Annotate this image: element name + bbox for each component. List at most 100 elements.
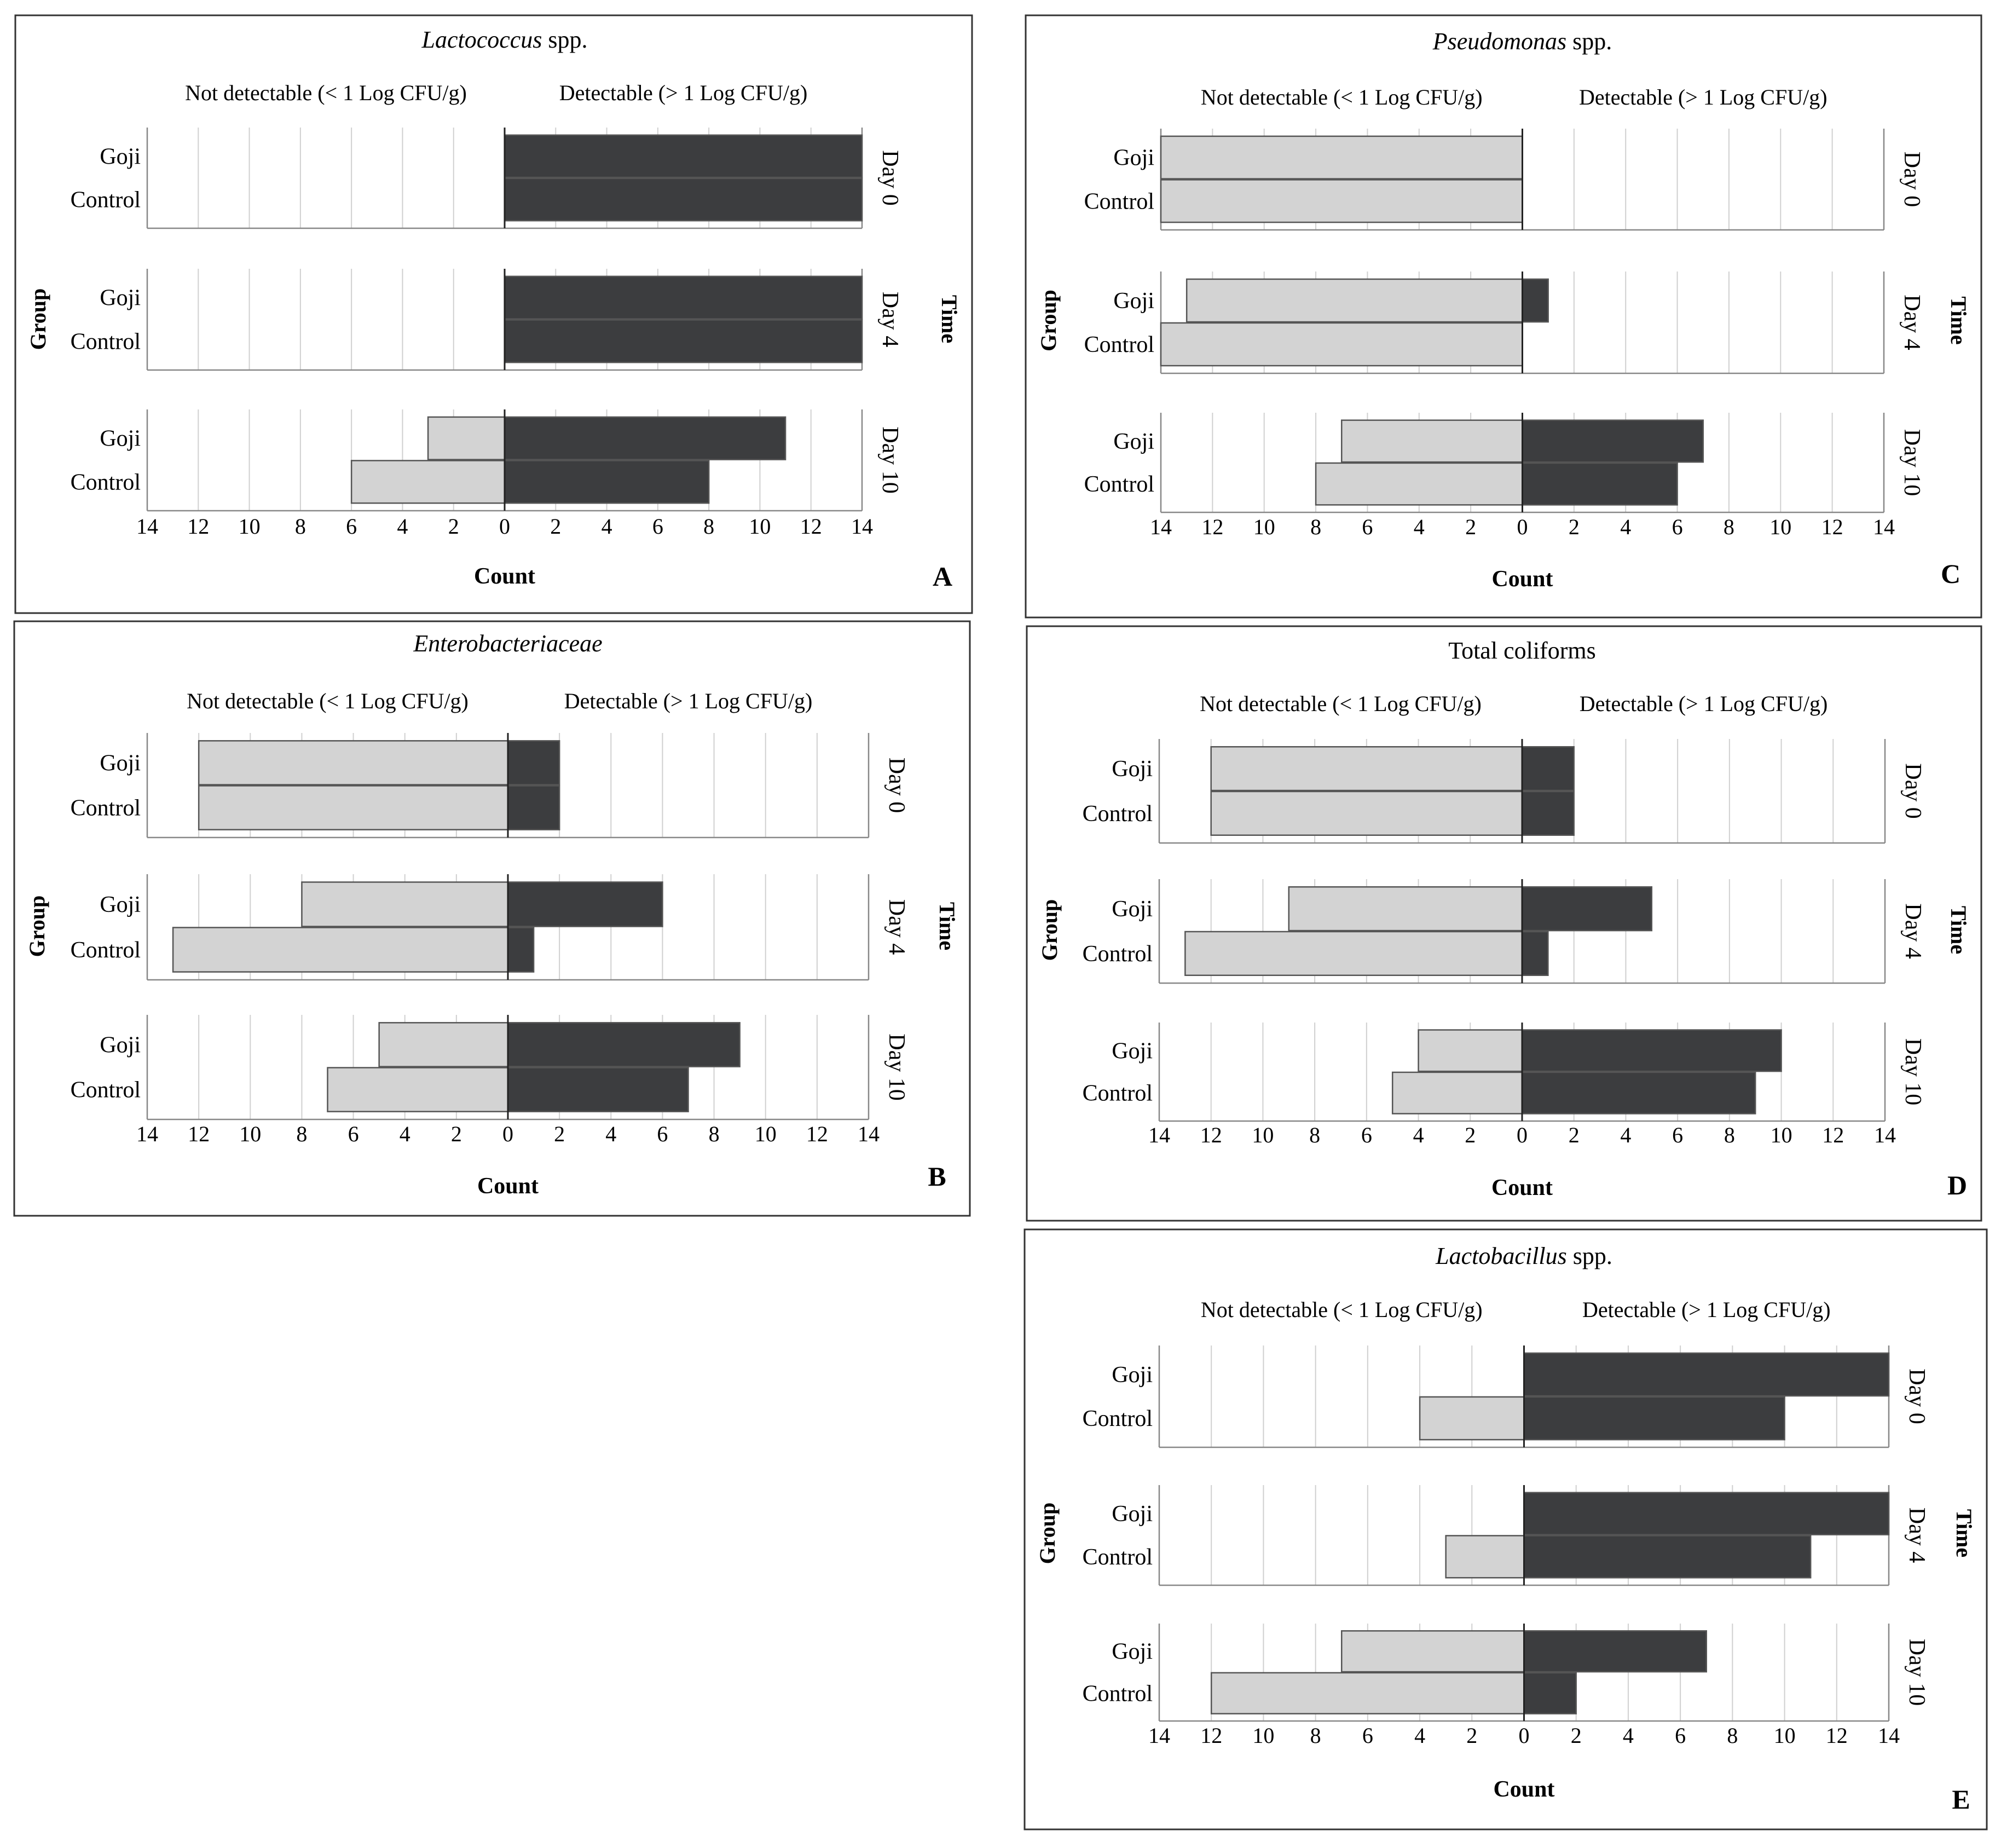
group-label: Control — [71, 938, 141, 963]
tick-label: 4 — [605, 1122, 616, 1146]
bar-not-detectable-goji — [1288, 886, 1523, 932]
tick-label: 4 — [1620, 1123, 1631, 1147]
tick-label: 10 — [1774, 1723, 1796, 1748]
tick-label: 6 — [348, 1122, 359, 1146]
tick-label: 12 — [1201, 515, 1223, 539]
group-label: Goji — [1113, 288, 1154, 314]
tick-label: 2 — [451, 1122, 462, 1146]
tick-label: 8 — [1310, 515, 1321, 539]
tick-label: 12 — [187, 514, 209, 539]
panel-letter: A — [933, 561, 952, 592]
facet-day-label: Day 10 — [1904, 1639, 1929, 1706]
bar-detectable-control — [507, 927, 535, 973]
group-label: Goji — [100, 286, 141, 311]
tick-label: 10 — [1253, 515, 1275, 539]
facet-day-label: Day 10 — [1900, 1038, 1925, 1105]
tick-label: 10 — [1252, 1123, 1274, 1147]
group-label: Goji — [1112, 1362, 1153, 1388]
tick-label: 10 — [1252, 1723, 1274, 1748]
bar-detectable-goji — [1522, 419, 1704, 463]
tick-label: 12 — [188, 1122, 210, 1146]
bar-detectable-goji — [1523, 1630, 1707, 1673]
tick-label: 4 — [1413, 1123, 1424, 1147]
tick-label: 14 — [1150, 515, 1172, 539]
bar-detectable-goji — [507, 881, 663, 927]
facet-1: Goji Control Day 4 — [1083, 1485, 1929, 1586]
tick-label: 2 — [1466, 1723, 1477, 1748]
bar-not-detectable-control — [1419, 1396, 1525, 1441]
chart-title-suffix: spp. — [542, 26, 587, 53]
bar-detectable-control — [1523, 1672, 1577, 1714]
bar-detectable-control — [507, 785, 560, 830]
legend-not-detectable: Not detectable (< 1 Log CFU/g) — [1200, 691, 1482, 716]
facet-2: Goji Control Day 10 — [1083, 1624, 1929, 1722]
facet-1: Goji Control Day 4 — [1083, 879, 1925, 984]
facet-day-label: Day 0 — [1900, 763, 1925, 818]
panel-letter: C — [1941, 558, 1960, 589]
chart-title-main: Enterobacteriaceae — [413, 630, 602, 657]
facet-axis-title: Time — [1946, 296, 1971, 344]
panel-e: Lactobacillus spp. Not detectable (< 1 Lo… — [1023, 1228, 1988, 1830]
group-label: Goji — [100, 144, 141, 169]
bar-detectable-goji — [1523, 1492, 1890, 1535]
chart-title: Enterobacteriaceae — [413, 630, 602, 657]
bar-not-detectable-control — [1391, 1071, 1523, 1114]
tick-label: 14 — [136, 514, 158, 539]
group-label: Control — [1083, 1545, 1153, 1570]
legend-detectable: Detectable (> 1 Log CFU/g) — [559, 80, 808, 105]
legend-detectable: Detectable (> 1 Log CFU/g) — [1580, 691, 1828, 716]
bar-detectable-control — [1523, 1396, 1785, 1441]
legend-not-detectable: Not detectable (< 1 Log CFU/g) — [187, 689, 469, 713]
legend-not-detectable: Not detectable (< 1 Log CFU/g) — [1201, 85, 1483, 109]
bar-detectable-goji — [1521, 1029, 1782, 1072]
tick-label: 4 — [1414, 515, 1425, 539]
group-label: Control — [1084, 472, 1154, 497]
tick-label: 2 — [1569, 515, 1580, 539]
group-label: Control — [1083, 801, 1153, 827]
panel-letter: B — [928, 1161, 946, 1192]
tick-label: 10 — [755, 1122, 777, 1146]
group-label: Control — [71, 470, 141, 495]
tick-label: 14 — [851, 514, 873, 539]
tick-label: 6 — [1672, 1123, 1683, 1147]
chart-title-main: Total coliforms — [1448, 637, 1595, 664]
tick-label: 6 — [1362, 1723, 1373, 1748]
panel-frame — [13, 620, 971, 1217]
tick-label: 12 — [806, 1122, 828, 1146]
facet-axis-title: Time — [1946, 906, 1971, 954]
bar-detectable-goji — [504, 134, 863, 178]
tick-label: 12 — [1822, 1123, 1844, 1147]
tick-label: 10 — [749, 514, 771, 539]
group-label: Goji — [100, 892, 141, 917]
legend-not-detectable: Not detectable (< 1 Log CFU/g) — [1201, 1297, 1483, 1322]
tick-label: 8 — [1310, 1723, 1321, 1748]
group-label: Control — [71, 188, 141, 213]
bar-not-detectable-control — [327, 1067, 509, 1112]
tick-label: 8 — [1727, 1723, 1738, 1748]
legend-detectable: Detectable (> 1 Log CFU/g) — [564, 689, 813, 713]
chart-title-main: Pseudomonas — [1432, 28, 1566, 55]
tick-label: 6 — [1362, 515, 1373, 539]
panel-letter: D — [1947, 1170, 1967, 1200]
bar-detectable-goji — [1521, 886, 1653, 932]
tick-label: 0 — [1519, 1723, 1530, 1748]
bar-not-detectable-control — [1210, 790, 1523, 836]
facet-day-label: Day 4 — [884, 899, 909, 955]
panel-frame — [14, 14, 973, 614]
panel-c: Pseudomonas spp. Not detectable (< 1 Log … — [1025, 14, 1982, 619]
tick-label: 4 — [1623, 1723, 1634, 1748]
tick-label: 12 — [1200, 1723, 1222, 1748]
tick-label: 14 — [1148, 1123, 1170, 1147]
group-label: Control — [1083, 1406, 1153, 1431]
bar-detectable-control — [504, 319, 863, 363]
tick-label: 2 — [1465, 515, 1476, 539]
group-label: Goji — [1113, 429, 1154, 454]
tick-label: 4 — [397, 514, 408, 539]
facet-2: Goji Control Day 10 — [71, 409, 903, 512]
panel-a: Lactococcus spp. Not detectable (< 1 Log … — [14, 14, 973, 614]
tick-label: 12 — [1821, 515, 1843, 539]
bar-detectable-goji — [1521, 746, 1575, 792]
group-label: Control — [1083, 942, 1153, 967]
bar-not-detectable-control — [1160, 179, 1523, 223]
panel-letter: E — [1952, 1784, 1970, 1815]
